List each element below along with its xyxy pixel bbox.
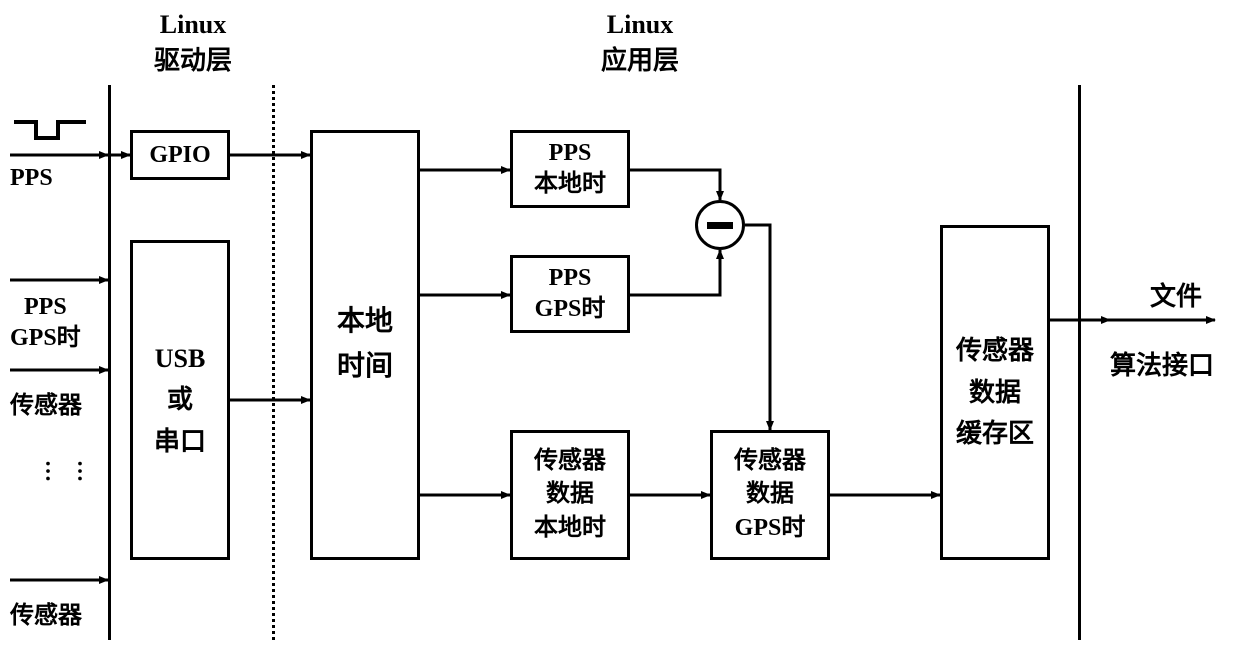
dashed-boundary-line xyxy=(272,85,275,640)
arrow-ppsgps-to-sub xyxy=(630,250,720,295)
input-sensor1-label: 传感器 xyxy=(10,385,82,420)
right-boundary-line xyxy=(1078,85,1081,640)
local-time-box: 本地 时间 xyxy=(310,130,420,560)
app-bottom: 应用层 xyxy=(601,46,679,75)
output-algo-label: 算法接口 xyxy=(1110,345,1214,382)
driver-top: Linux xyxy=(160,10,227,39)
left-boundary-line xyxy=(108,85,111,640)
ellipsis-dots: ︙︙ xyxy=(30,460,94,484)
buffer-box: 传感器 数据 缓存区 xyxy=(940,225,1050,560)
arrow-sub-to-sensgps xyxy=(745,225,770,430)
driver-layer-label: Linux 驱动层 xyxy=(118,10,268,77)
input-sensor-last-label: 传感器 xyxy=(10,595,82,630)
sensor-local-box: 传感器 数据 本地时 xyxy=(510,430,630,560)
pps-gps-line2: GPS时 xyxy=(10,325,81,351)
output-file-label: 文件 xyxy=(1150,276,1202,313)
sensor-gps-box: 传感器 数据 GPS时 xyxy=(710,430,830,560)
usb-serial-box: USB 或 串口 xyxy=(130,240,230,560)
app-layer-label: Linux 应用层 xyxy=(540,10,740,77)
pps-gps-box: PPS GPS时 xyxy=(510,255,630,333)
driver-bottom: 驱动层 xyxy=(154,46,232,75)
app-top: Linux xyxy=(607,10,674,39)
input-pps-label: PPS xyxy=(10,165,53,192)
diagram-stage: Linux 驱动层 Linux 应用层 PPS PPS GPS时 传感器 ︙︙ … xyxy=(0,0,1240,664)
pps-gps-line1: PPS xyxy=(24,294,67,320)
subtract-node xyxy=(695,200,745,250)
arrow-ppslocal-to-sub xyxy=(630,170,720,200)
gpio-box: GPIO xyxy=(130,130,230,180)
pulse-glyph-icon xyxy=(14,118,86,142)
input-pps-gps-label: PPS GPS时 xyxy=(10,292,81,354)
pps-local-box: PPS 本地时 xyxy=(510,130,630,208)
minus-icon xyxy=(707,222,733,229)
